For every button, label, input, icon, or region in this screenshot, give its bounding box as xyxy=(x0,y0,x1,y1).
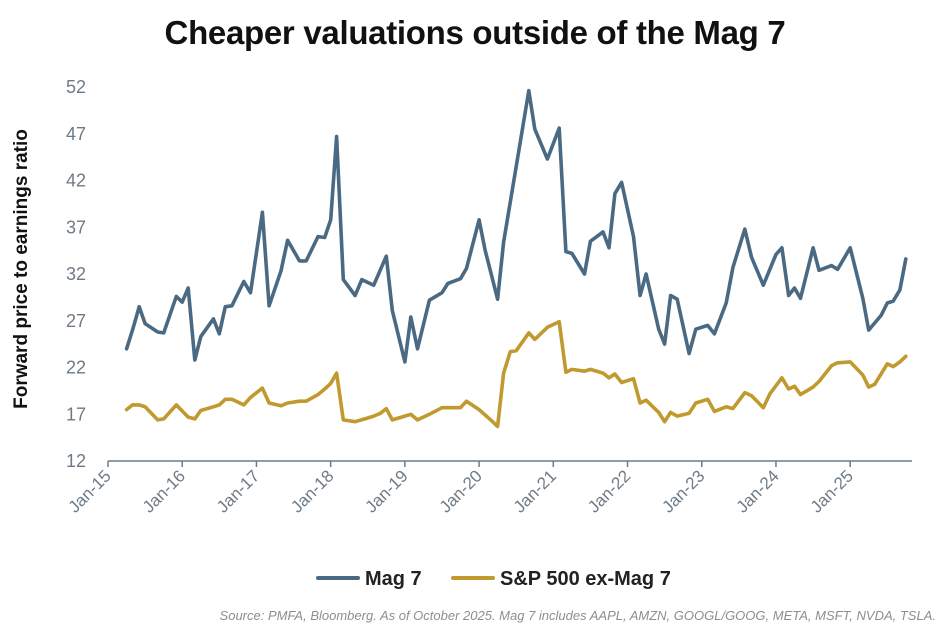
source-note: Source: PMFA, Bloomberg. As of October 2… xyxy=(219,608,936,623)
y-tick-label: 37 xyxy=(66,217,86,237)
y-tick-label: 42 xyxy=(66,171,86,191)
x-tick-label: Jan-24 xyxy=(733,466,783,516)
x-tick-label: Jan-22 xyxy=(584,466,634,516)
x-tick-label: Jan-25 xyxy=(807,466,857,516)
y-tick-label: 22 xyxy=(66,358,86,378)
y-axis-label-group: Forward price to earnings ratio xyxy=(11,129,32,409)
x-tick-label: Jan-18 xyxy=(287,466,337,516)
x-tick-label: Jan-19 xyxy=(362,466,412,516)
series-line-sp500-ex-mag-7 xyxy=(124,319,908,429)
legend-item-sp500-ex-mag-7-label: S&P 500 ex-Mag 7 xyxy=(500,568,671,590)
series-line-mag-7 xyxy=(124,88,908,364)
legend: Mag 7 S&P 500 ex-Mag 7 xyxy=(316,568,671,590)
chart-title: Cheaper valuations outside of the Mag 7 xyxy=(164,14,786,51)
x-tick-label: Jan-16 xyxy=(139,466,189,516)
x-tick-label: Jan-20 xyxy=(436,466,486,516)
y-axis-label: Forward price to earnings ratio xyxy=(11,129,32,409)
y-tick-label: 32 xyxy=(66,264,86,284)
y-tick-label: 52 xyxy=(66,77,86,97)
x-tick-label: Jan-21 xyxy=(510,466,560,516)
x-tick-label: Jan-23 xyxy=(658,466,708,516)
x-tick-label: Jan-17 xyxy=(213,466,263,516)
y-tick-label: 47 xyxy=(66,124,86,144)
legend-item-mag-7-label: Mag 7 xyxy=(365,568,422,590)
x-axis-ticks: Jan-15 Jan-16 Jan-17 Jan-18 Jan-19 Jan-20 Jan-… xyxy=(65,461,857,517)
y-tick-label: 17 xyxy=(66,404,86,424)
series-group xyxy=(124,88,908,429)
y-axis-ticks: 12 17 22 27 32 37 42 47 52 xyxy=(66,77,86,471)
y-tick-label: 12 xyxy=(66,451,86,471)
x-tick-label: Jan-15 xyxy=(65,466,115,516)
y-tick-label: 27 xyxy=(66,311,86,331)
